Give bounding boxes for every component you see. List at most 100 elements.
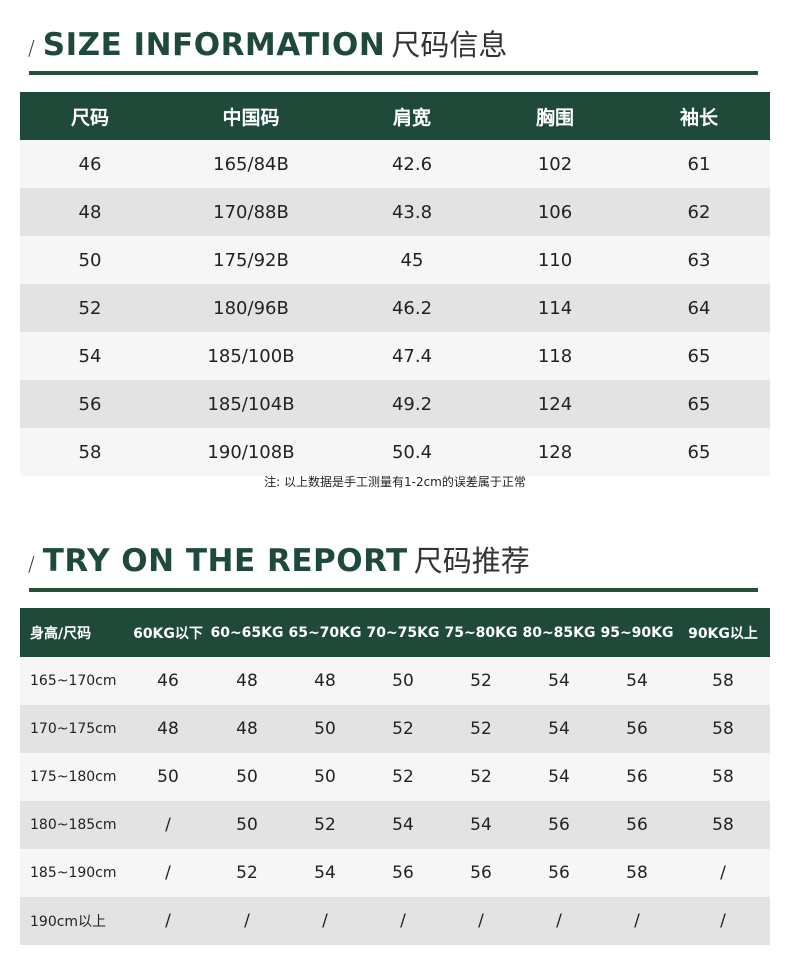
row-label-cell: 175~180cm xyxy=(20,753,128,801)
table-cell: 46.2 xyxy=(342,284,482,332)
row-label-cell: 54 xyxy=(20,332,160,380)
table-cell: 52 xyxy=(364,705,442,753)
table-row: 165~170cm 46 48 48 50 52 54 54 58 xyxy=(20,657,770,705)
row-label-cell: 58 xyxy=(20,428,160,476)
table-cell: 114 xyxy=(482,284,628,332)
row-label-cell: 52 xyxy=(20,284,160,332)
table-cell: 61 xyxy=(628,140,770,188)
table-cell: 56 xyxy=(520,849,598,897)
table-cell: 54 xyxy=(442,801,520,849)
table-cell: 118 xyxy=(482,332,628,380)
table-cell: 54 xyxy=(598,657,676,705)
recommendation-table-header: 身高/尺码 60KG以下 60~65KG 65~70KG 70~75KG 75~80KG 8… xyxy=(20,608,770,657)
row-label-cell: 50 xyxy=(20,236,160,284)
table-cell: / xyxy=(520,897,598,945)
table-cell: 54 xyxy=(364,801,442,849)
table-cell: 56 xyxy=(598,801,676,849)
column-header: 60KG以下 xyxy=(128,608,208,657)
table-cell: 110 xyxy=(482,236,628,284)
heading-divider xyxy=(29,588,758,592)
table-cell: 64 xyxy=(628,284,770,332)
table-row: 56 185/104B 49.2 124 65 xyxy=(20,380,770,428)
table-cell: 102 xyxy=(482,140,628,188)
table-cell: 50 xyxy=(286,705,364,753)
measurement-note: 注: 以上数据是手工测量有1-2cm的误差属于正常 xyxy=(264,475,526,489)
row-label-cell: 46 xyxy=(20,140,160,188)
column-header: 袖长 xyxy=(628,92,770,140)
table-cell: 45 xyxy=(342,236,482,284)
column-header: 身高/尺码 xyxy=(20,608,128,657)
table-cell: 62 xyxy=(628,188,770,236)
table-cell: 54 xyxy=(520,753,598,801)
table-cell: 58 xyxy=(676,753,770,801)
table-row: 58 190/108B 50.4 128 65 xyxy=(20,428,770,476)
table-cell: 43.8 xyxy=(342,188,482,236)
table-cell: 185/100B xyxy=(160,332,342,380)
table-cell: / xyxy=(128,849,208,897)
column-header: 95~90KG xyxy=(598,608,676,657)
column-header: 尺码 xyxy=(20,92,160,140)
row-label-cell: 180~185cm xyxy=(20,801,128,849)
table-cell: / xyxy=(598,897,676,945)
table-cell: 48 xyxy=(128,705,208,753)
table-cell: 56 xyxy=(442,849,520,897)
row-label-cell: 190cm以上 xyxy=(20,897,128,945)
table-row: 190cm以上 / / / / / / / / xyxy=(20,897,770,945)
table-cell: / xyxy=(442,897,520,945)
column-header: 75~80KG xyxy=(442,608,520,657)
table-cell: 52 xyxy=(442,657,520,705)
row-label-cell: 185~190cm xyxy=(20,849,128,897)
heading-english: TRY ON THE REPORT xyxy=(42,543,408,579)
heading-english: SIZE INFORMATION xyxy=(42,27,386,63)
table-cell: 65 xyxy=(628,332,770,380)
table-cell: 48 xyxy=(208,657,286,705)
table-cell: / xyxy=(128,897,208,945)
table-row: 185~190cm/52 54 56 56 56 58/ xyxy=(20,849,770,897)
table-row: 54 185/100B 47.4 118 65 xyxy=(20,332,770,380)
table-cell: 47.4 xyxy=(342,332,482,380)
table-cell: 50 xyxy=(364,657,442,705)
table-cell: 106 xyxy=(482,188,628,236)
table-cell: 46 xyxy=(128,657,208,705)
table-cell: 50.4 xyxy=(342,428,482,476)
table-cell: / xyxy=(286,897,364,945)
table-cell: 42.6 xyxy=(342,140,482,188)
size-table: 尺码 中国码 肩宽 胸围 袖长 46 165/84B 42.6 102 61 48 170/88B 4… xyxy=(20,92,770,476)
heading-slash: / xyxy=(28,552,35,576)
column-header: 90KG以上 xyxy=(676,608,770,657)
table-row: 48 170/88B 43.8 106 62 xyxy=(20,188,770,236)
table-cell: 50 xyxy=(208,753,286,801)
column-header: 肩宽 xyxy=(342,92,482,140)
column-header: 胸围 xyxy=(482,92,628,140)
table-cell: 52 xyxy=(364,753,442,801)
table-cell: 56 xyxy=(598,705,676,753)
table-cell: 50 xyxy=(128,753,208,801)
table-row: 50 175/92B 45 110 63 xyxy=(20,236,770,284)
table-row: 46 165/84B 42.6 102 61 xyxy=(20,140,770,188)
column-header: 65~70KG xyxy=(286,608,364,657)
column-header: 80~85KG xyxy=(520,608,598,657)
table-cell: / xyxy=(128,801,208,849)
table-cell: / xyxy=(364,897,442,945)
column-header: 70~75KG xyxy=(364,608,442,657)
heading-chinese: 尺码推荐 xyxy=(413,544,530,578)
heading-chinese: 尺码信息 xyxy=(391,28,508,62)
column-header: 60~65KG xyxy=(208,608,286,657)
table-cell: 180/96B xyxy=(160,284,342,332)
table-cell: 50 xyxy=(286,753,364,801)
table-cell: 190/108B xyxy=(160,428,342,476)
table-cell: 65 xyxy=(628,380,770,428)
table-row: 170~175cm 48 48 50 52 52 54 56 58 xyxy=(20,705,770,753)
row-label-cell: 56 xyxy=(20,380,160,428)
table-cell: 58 xyxy=(676,705,770,753)
table-cell: 63 xyxy=(628,236,770,284)
table-cell: 65 xyxy=(628,428,770,476)
table-cell: / xyxy=(676,897,770,945)
table-cell: 56 xyxy=(598,753,676,801)
table-cell: 54 xyxy=(286,849,364,897)
column-header: 中国码 xyxy=(160,92,342,140)
try-on-report-heading: / TRY ON THE REPORT 尺码推荐 xyxy=(28,538,530,580)
size-table-header: 尺码 中国码 肩宽 胸围 袖长 xyxy=(20,92,770,140)
table-cell: 49.2 xyxy=(342,380,482,428)
